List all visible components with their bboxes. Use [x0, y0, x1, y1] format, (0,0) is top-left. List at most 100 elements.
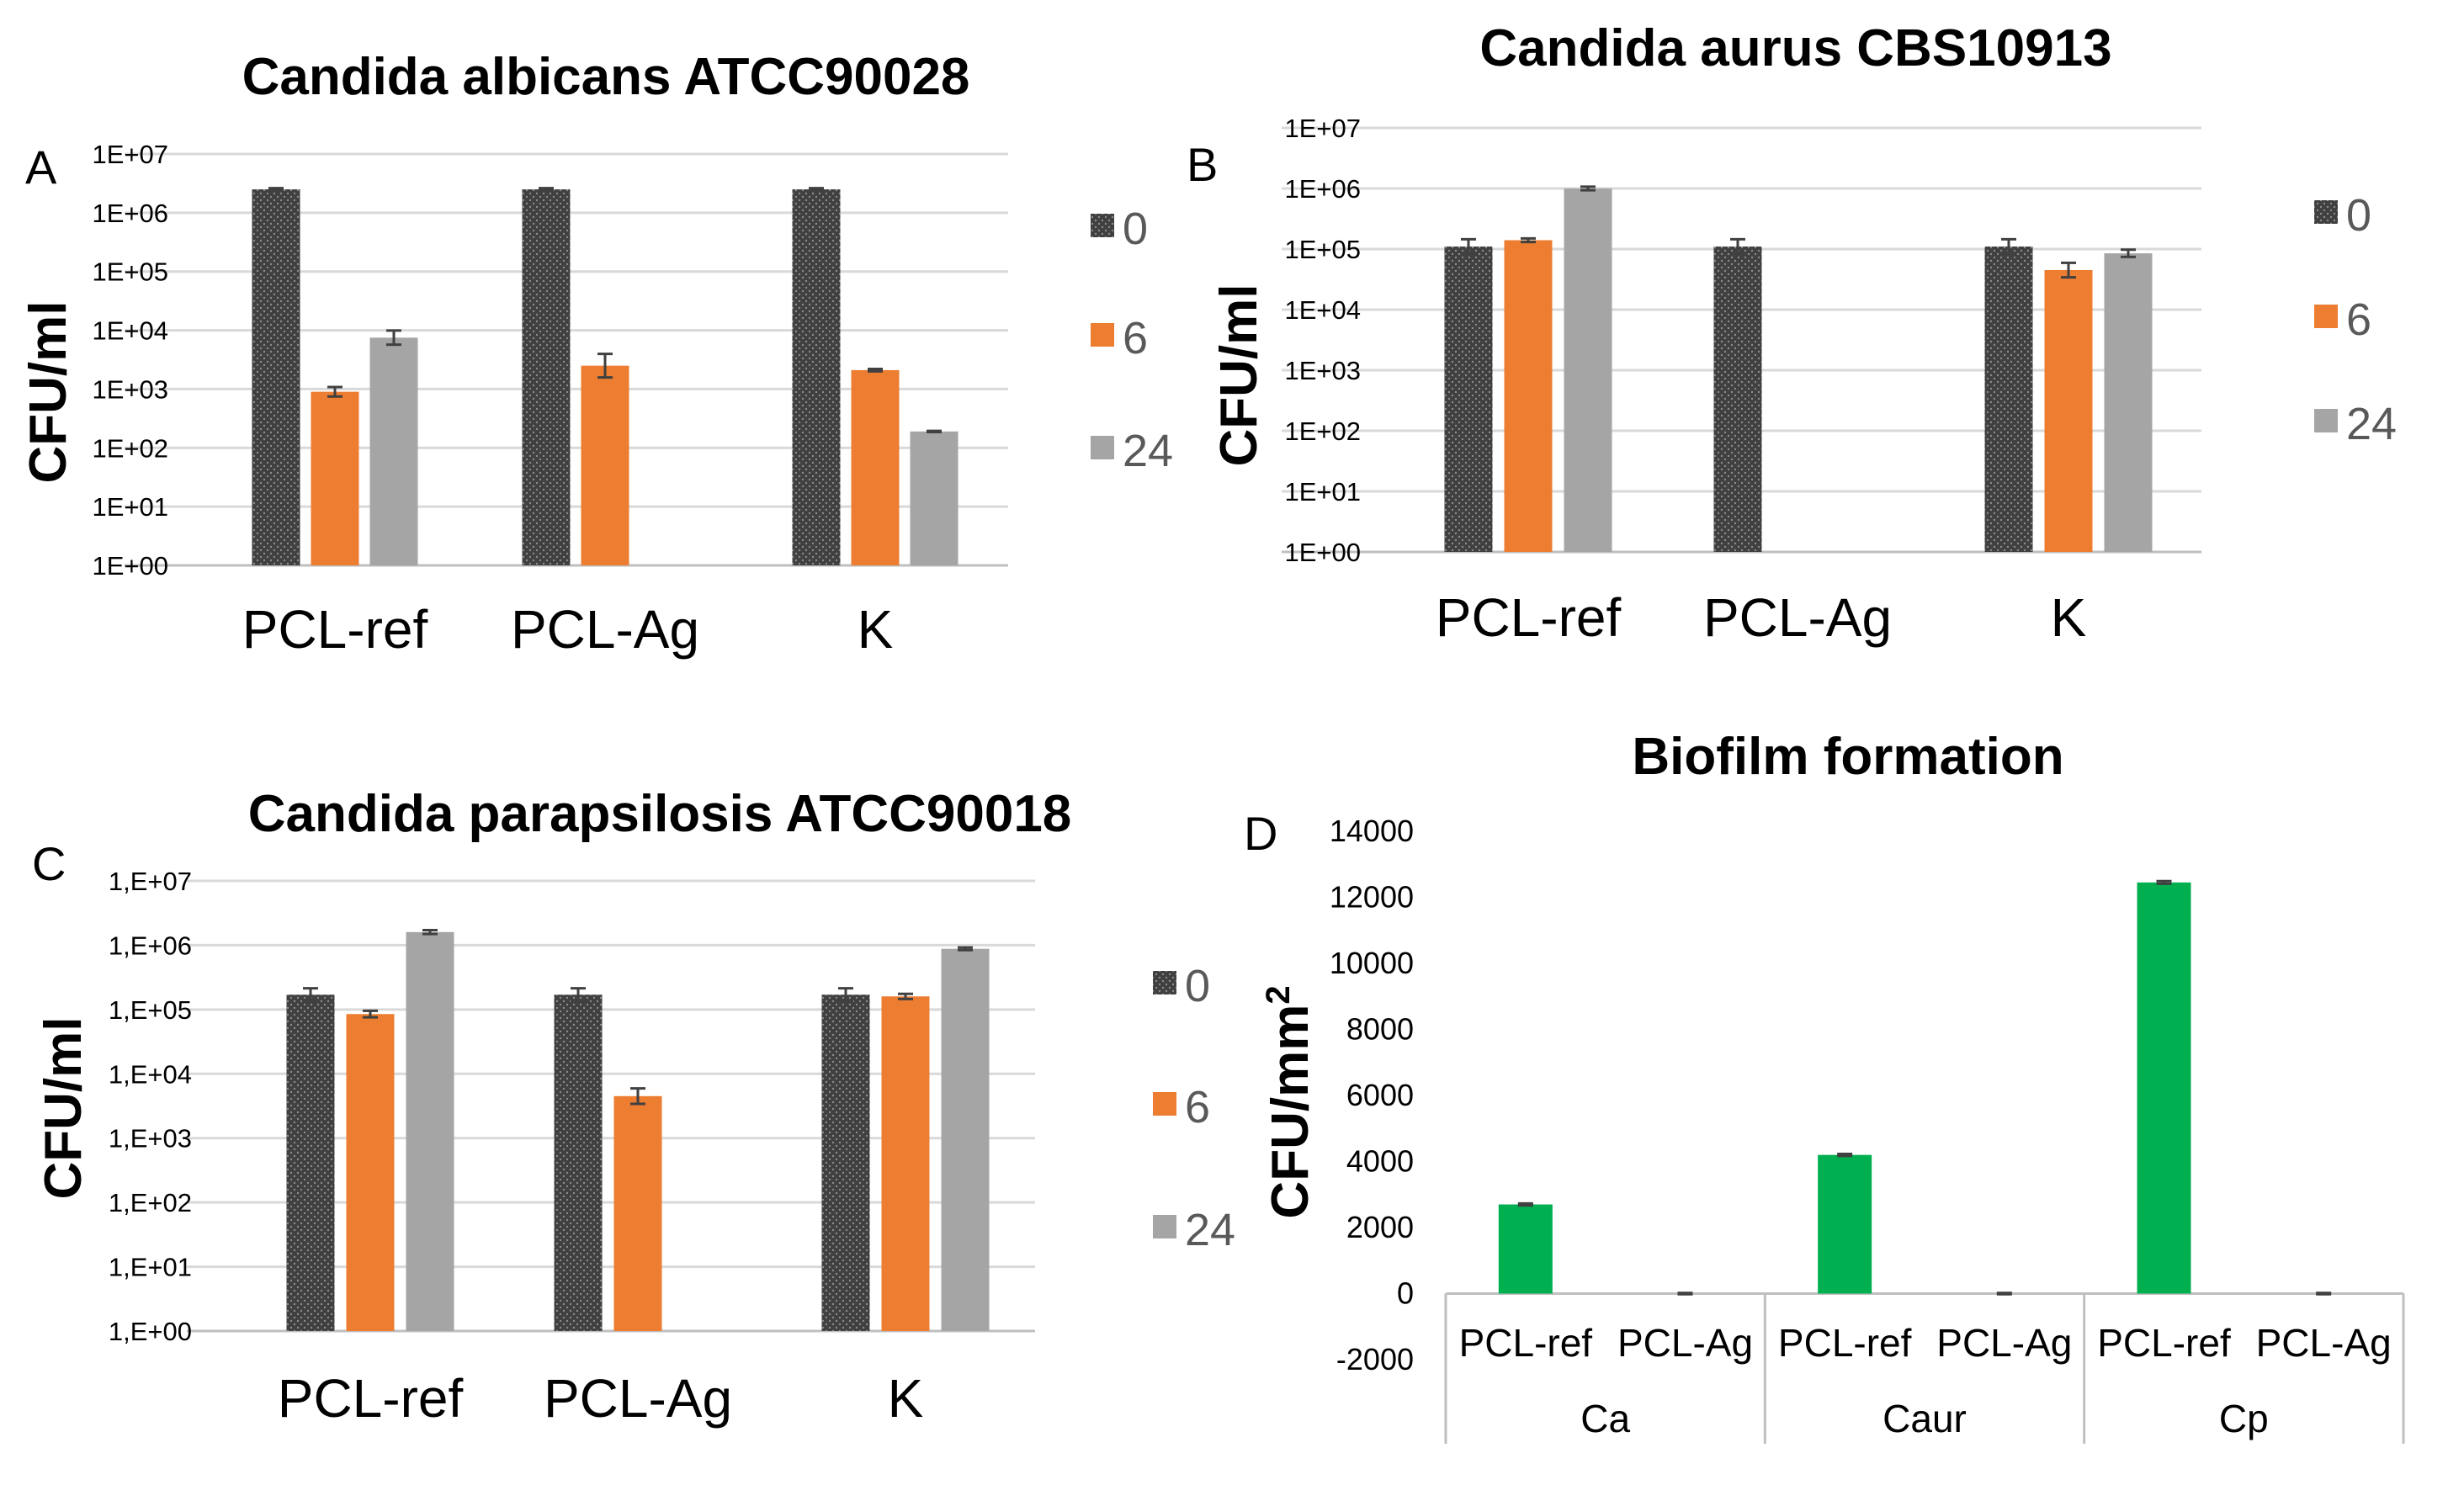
x-category-label: PCL-ref — [242, 599, 428, 660]
panel-letter-b: B — [1187, 138, 1218, 191]
chart-title: Candida parapsilosis ATCC90018 — [248, 785, 1072, 843]
legend-label: 0 — [1185, 961, 1210, 1011]
y-tick-label: 1E+04 — [1284, 295, 1361, 325]
x-category-label: PCL-ref — [1778, 1321, 1912, 1365]
bar-series-24 — [941, 948, 990, 1331]
y-tick-label: 4000 — [1346, 1144, 1414, 1179]
legend-swatch-0 — [1091, 214, 1114, 237]
x-category-label: PCL-Ag — [2256, 1321, 2392, 1365]
y-tick-label: 1E+02 — [1284, 416, 1361, 446]
bar-series-24 — [369, 337, 418, 565]
x-category-label: PCL-Ag — [1936, 1321, 2072, 1365]
chart-panel-d: Biofilm formation CFU/mm2 -2000 0 2000 4000… — [1260, 728, 2405, 1444]
y-axis-label: CFU/mm2 — [1260, 985, 1320, 1218]
x-group-label: Ca — [1580, 1397, 1630, 1440]
chart-panel-a: Candida albicans ATCC90028 CFU/ml 1E+00 1… — [19, 48, 1173, 660]
x-category-label: PCL-ref — [1436, 587, 1622, 648]
y-tick-label: 1E+04 — [92, 316, 168, 346]
y-tick-label: 1E+00 — [92, 551, 168, 581]
y-tick-label: 8000 — [1346, 1012, 1414, 1047]
x-category-label: K — [888, 1368, 924, 1429]
y-tick-label: 1E+05 — [92, 257, 168, 287]
bar-series-0 — [1984, 247, 2033, 552]
legend-label: 24 — [2346, 399, 2397, 449]
bar-biofilm — [1498, 1204, 1553, 1294]
y-tick-label: 1E+02 — [92, 433, 168, 463]
bar-series-0 — [1713, 247, 1762, 552]
y-tick-label: 1,E+06 — [109, 931, 192, 960]
bar-series-6 — [311, 391, 359, 565]
panel-letter-a: A — [25, 141, 57, 194]
panel-letter-d: D — [1244, 807, 1277, 860]
bar-series-6 — [346, 1014, 395, 1331]
y-tick-label: 1,E+05 — [109, 995, 192, 1025]
legend-swatch-6 — [2314, 305, 2338, 328]
legend-swatch-0 — [1153, 971, 1176, 994]
x-category-label: PCL-Ag — [1703, 587, 1892, 648]
y-tick-label: 1E+07 — [1284, 114, 1361, 143]
bar-series-24 — [910, 431, 959, 565]
panel-letter-c: C — [32, 837, 66, 890]
y-tick-label: 1E+07 — [92, 140, 168, 169]
bar-series-24 — [406, 931, 454, 1331]
legend-swatch-6 — [1091, 323, 1114, 347]
bar-series-6 — [613, 1095, 662, 1331]
x-category-label: PCL-ref — [2097, 1321, 2231, 1365]
y-axis-label: CFU/ml — [35, 1017, 93, 1200]
chart-title: Biofilm formation — [1632, 728, 2063, 786]
chart-panel-c: Candida parapsilosis ATCC90018 CFU/ml 1,… — [35, 785, 1235, 1429]
bar-biofilm — [2137, 882, 2191, 1294]
y-tick-label: 0 — [1397, 1276, 1414, 1311]
legend-label: 6 — [1123, 313, 1148, 363]
legend-swatch-24 — [1091, 436, 1114, 459]
y-tick-label: 1,E+04 — [109, 1059, 192, 1089]
y-tick-label: 1E+01 — [92, 492, 168, 522]
bar-series-0 — [252, 189, 300, 565]
x-category-label: PCL-Ag — [511, 599, 699, 660]
y-tick-label: 1E+03 — [1284, 356, 1361, 385]
x-category-label: PCL-Ag — [1617, 1321, 1753, 1365]
bar-series-6 — [581, 365, 629, 565]
x-category-label: K — [858, 599, 894, 660]
bar-series-0 — [522, 189, 571, 565]
x-category-label: PCL-Ag — [544, 1368, 732, 1429]
bar-series-6 — [1504, 240, 1553, 552]
y-axis-label: CFU/ml — [1210, 284, 1268, 467]
y-tick-label: 1,E+03 — [109, 1124, 192, 1154]
y-tick-label: 6000 — [1346, 1078, 1414, 1112]
x-category-label: PCL-ref — [1459, 1321, 1593, 1365]
legend-swatch-24 — [2314, 409, 2338, 432]
y-tick-label: 1E+05 — [1284, 235, 1361, 264]
chart-title: Candida albicans ATCC90028 — [242, 48, 970, 106]
legend-swatch-24 — [1153, 1215, 1176, 1238]
legend-label: 0 — [1123, 204, 1148, 254]
bar-series-0 — [1444, 247, 1493, 552]
y-tick-label: 10000 — [1330, 946, 1414, 980]
legend-label: 0 — [2346, 190, 2371, 241]
bar-series-0 — [821, 994, 870, 1331]
legend-swatch-0 — [2314, 200, 2338, 224]
legend-label: 24 — [1123, 426, 1173, 476]
bar-series-0 — [792, 189, 841, 565]
bar-series-24 — [2104, 253, 2153, 552]
x-group-label: Cp — [2219, 1397, 2269, 1440]
x-group-label: Caur — [1883, 1397, 1967, 1440]
y-tick-label: 12000 — [1330, 880, 1414, 915]
y-tick-label: 14000 — [1330, 814, 1414, 848]
y-tick-label: 1E+06 — [92, 199, 168, 228]
y-tick-label: 1E+06 — [1284, 174, 1361, 204]
y-tick-label: 1E+00 — [1284, 538, 1361, 567]
bar-series-0 — [286, 994, 335, 1331]
bar-series-24 — [1564, 188, 1612, 552]
legend-swatch-6 — [1153, 1092, 1176, 1116]
bar-series-6 — [851, 369, 900, 565]
legend-label: 24 — [1185, 1205, 1235, 1255]
bar-series-6 — [2044, 269, 2093, 552]
y-tick-label: 1E+03 — [92, 374, 168, 404]
x-category-label: PCL-ref — [278, 1368, 464, 1429]
y-tick-label: 1,E+00 — [109, 1317, 192, 1346]
y-tick-label: 1,E+07 — [109, 867, 192, 896]
bar-biofilm — [1818, 1154, 1872, 1294]
